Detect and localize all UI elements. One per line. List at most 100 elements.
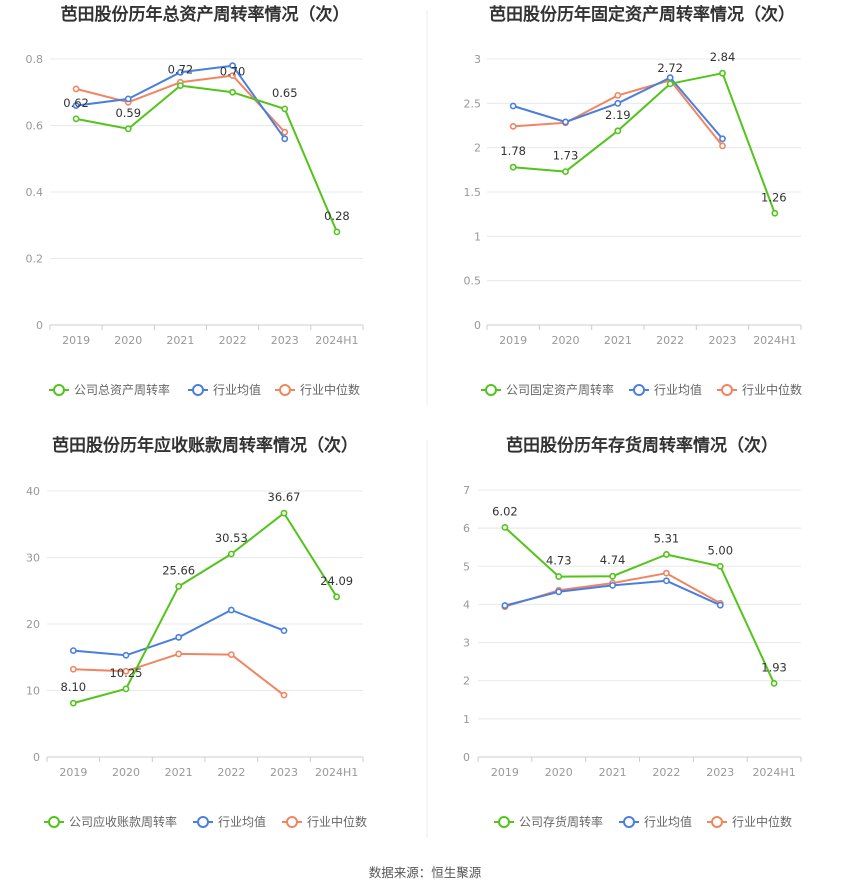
x-tick-label: 2023 bbox=[270, 766, 298, 779]
data-point-company bbox=[333, 593, 341, 601]
x-tick-label: 2022 bbox=[652, 766, 680, 779]
chart-title: 芭田股份历年应收账款周转率情况（次） bbox=[52, 435, 358, 456]
y-tick-label: 2 bbox=[474, 142, 481, 155]
y-tick-label: 0.6 bbox=[26, 120, 44, 133]
data-label: 1.73 bbox=[553, 149, 579, 163]
x-tick-label: 2019 bbox=[491, 766, 519, 779]
chart-title: 芭田股份历年固定资产周转率情况（次） bbox=[489, 4, 795, 25]
data-source-note: 数据来源：恒生聚源 bbox=[368, 865, 482, 880]
data-point-company bbox=[72, 115, 80, 123]
data-label: 0.59 bbox=[115, 106, 141, 120]
legend-label: 公司存货周转率 bbox=[519, 814, 603, 829]
data-label: 25.66 bbox=[162, 563, 195, 577]
legend-label: 公司固定资产周转率 bbox=[506, 382, 614, 397]
data-point-company bbox=[509, 163, 517, 171]
series-line-avg bbox=[75, 64, 286, 140]
x-tick-label: 2020 bbox=[545, 766, 573, 779]
y-tick-label: 0 bbox=[474, 319, 481, 332]
x-tick-label: 2021 bbox=[599, 766, 627, 779]
data-point-avg bbox=[614, 99, 622, 107]
legend-marker-circle bbox=[633, 384, 645, 396]
data-label: 0.62 bbox=[63, 96, 89, 110]
data-point-company bbox=[562, 168, 569, 176]
data-point-avg bbox=[609, 581, 616, 589]
x-tick-label: 2024H1 bbox=[753, 334, 796, 347]
data-point-median bbox=[614, 91, 622, 99]
y-tick-label: 6 bbox=[463, 522, 470, 535]
data-point-company bbox=[124, 125, 132, 133]
legend-marker-circle bbox=[485, 384, 497, 396]
x-tick-label: 2023 bbox=[706, 766, 734, 779]
data-label: 2.19 bbox=[605, 108, 631, 122]
legend-label: 公司应收账款周转率 bbox=[69, 814, 177, 829]
data-point-median bbox=[663, 569, 670, 577]
data-point-median bbox=[69, 665, 77, 673]
x-tick-label: 2020 bbox=[114, 334, 142, 347]
legend-marker-circle bbox=[721, 384, 733, 396]
y-tick-label: 0.2 bbox=[26, 253, 44, 266]
chart-title: 芭田股份历年总资产周转率情况（次） bbox=[61, 4, 350, 25]
data-label: 4.74 bbox=[600, 553, 626, 567]
data-point-avg bbox=[716, 601, 724, 609]
legend-label: 行业均值 bbox=[654, 382, 702, 397]
data-label: 0.70 bbox=[220, 64, 246, 78]
data-point-avg bbox=[122, 651, 130, 659]
y-tick-label: 1 bbox=[474, 230, 481, 243]
x-tick-label: 2019 bbox=[59, 766, 87, 779]
legend-label: 行业均值 bbox=[218, 814, 266, 829]
series-line-company bbox=[73, 512, 338, 705]
chart-title: 芭田股份历年存货周转率情况（次） bbox=[506, 435, 778, 456]
y-tick-label: 30 bbox=[26, 552, 40, 565]
data-label: 36.67 bbox=[268, 490, 301, 504]
data-point-avg bbox=[281, 135, 289, 143]
data-point-avg bbox=[69, 647, 77, 654]
y-tick-label: 10 bbox=[26, 685, 40, 698]
data-label: 24.09 bbox=[320, 574, 353, 588]
data-point-company bbox=[122, 685, 130, 693]
data-point-company bbox=[609, 572, 616, 580]
x-tick-label: 2021 bbox=[166, 334, 194, 347]
legend-marker-circle bbox=[623, 816, 635, 828]
legend-marker-circle bbox=[197, 816, 209, 828]
series-line-company bbox=[513, 72, 776, 214]
data-point-avg bbox=[229, 62, 236, 70]
data-point-company bbox=[175, 582, 183, 590]
data-point-company bbox=[666, 80, 674, 88]
y-tick-label: 0 bbox=[36, 319, 43, 332]
legend-marker-circle bbox=[711, 816, 723, 828]
x-tick-label: 2019 bbox=[62, 334, 90, 347]
data-point-median bbox=[175, 650, 183, 658]
y-tick-label: 1 bbox=[463, 713, 470, 726]
y-tick-label: 1.5 bbox=[464, 186, 482, 199]
y-tick-label: 7 bbox=[463, 484, 470, 497]
data-point-median bbox=[72, 85, 80, 93]
data-point-median bbox=[280, 691, 288, 699]
x-tick-label: 2022 bbox=[217, 766, 245, 779]
data-point-company bbox=[663, 551, 670, 558]
data-label: 2.72 bbox=[657, 61, 683, 75]
x-tick-label: 2024H1 bbox=[752, 766, 795, 779]
y-tick-label: 0 bbox=[463, 751, 470, 764]
data-label: 5.31 bbox=[654, 531, 680, 545]
data-point-avg bbox=[177, 68, 184, 76]
data-point-avg bbox=[72, 102, 80, 109]
series-line-avg bbox=[73, 609, 285, 657]
series-line-median bbox=[73, 652, 285, 696]
legend-label: 行业中位数 bbox=[732, 814, 792, 829]
data-label: 0.28 bbox=[324, 209, 350, 223]
data-label: 1.78 bbox=[500, 144, 526, 158]
x-tick-label: 2022 bbox=[219, 334, 247, 347]
y-tick-label: 4 bbox=[463, 598, 470, 611]
series-line-company bbox=[75, 84, 338, 233]
data-label: 1.93 bbox=[761, 660, 787, 674]
data-label: 2.84 bbox=[710, 50, 736, 64]
y-tick-label: 0 bbox=[33, 751, 40, 764]
legend-marker-circle bbox=[192, 384, 204, 396]
series-line-company bbox=[504, 526, 776, 684]
y-tick-label: 3 bbox=[474, 53, 481, 66]
data-point-company bbox=[614, 127, 622, 135]
x-tick-label: 2022 bbox=[656, 334, 684, 347]
data-point-median bbox=[281, 128, 289, 136]
data-point-avg bbox=[124, 95, 132, 103]
